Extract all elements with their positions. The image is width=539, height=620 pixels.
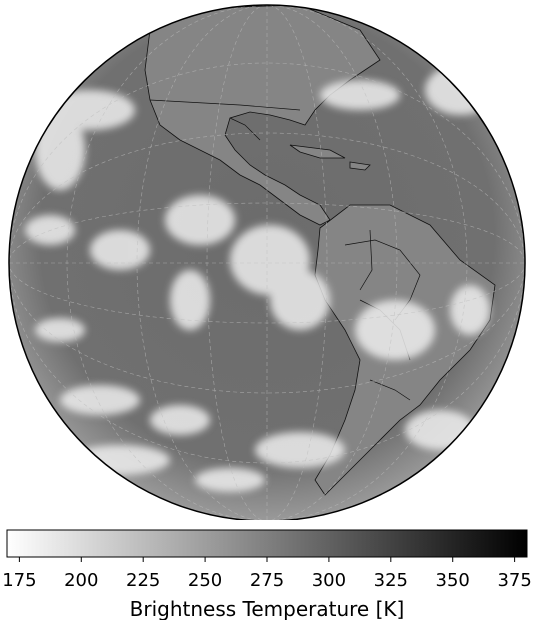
colorbar-tick-label: 175: [2, 570, 36, 591]
colorbar-gradient: [6, 529, 528, 558]
colorbar-tick-label: 225: [126, 570, 160, 591]
colorbar-tick-label: 350: [436, 570, 470, 591]
colorbar-tick-label: 325: [374, 570, 408, 591]
colorbar-tick-label: 250: [188, 570, 222, 591]
colorbar-ticks: 175 200 225 250 275 300 325 350 375: [2, 557, 532, 591]
globe-outline: [8, 4, 526, 520]
colorbar-label: Brightness Temperature [K]: [130, 597, 405, 620]
colorbar-tick-label: 275: [250, 570, 284, 591]
colorbar: 175 200 225 250 275 300 325 350 375 Brightness T…: [2, 529, 532, 620]
satellite-globe-image: [8, 4, 526, 520]
colorbar-tick-label: 300: [312, 570, 346, 591]
colorbar-tick-label: 375: [497, 570, 531, 591]
colorbar-tick-label: 200: [64, 570, 98, 591]
graticule-lines: [9, 5, 525, 520]
